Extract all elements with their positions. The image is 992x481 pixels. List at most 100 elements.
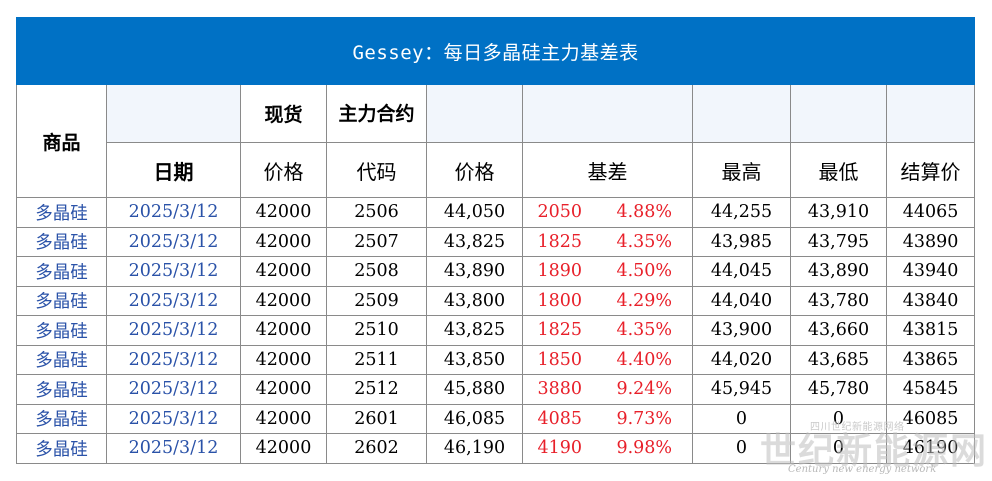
high-cell: 44,255 [692, 197, 791, 228]
spot-price-cell: 42000 [240, 403, 327, 434]
product-cell: 多晶硅 [16, 226, 107, 257]
table-row: 多晶硅 2025/3/12 42000 2512 45,880 3880 9.24% 45,9… [16, 374, 976, 405]
date-cell: 2025/3/12 [106, 374, 241, 405]
low-cell: 43,660 [790, 315, 887, 346]
basis-cell: 4190 [522, 433, 597, 464]
high-cell: 44,020 [692, 344, 791, 375]
table-row: 多晶硅 2025/3/12 42000 2507 43,825 1825 4.35% 43,9… [16, 226, 976, 257]
basis-cell: 1850 [522, 344, 597, 375]
header-contract-price: 价格 [426, 142, 523, 198]
contract-price-cell: 44,050 [426, 197, 523, 228]
basis-percent-cell: 4.35% [596, 226, 693, 257]
spot-price-cell: 42000 [240, 344, 327, 375]
date-cell: 2025/3/12 [106, 403, 241, 434]
spot-price-cell: 42000 [240, 315, 327, 346]
watermark-english-text: Century new energy network [788, 464, 937, 475]
contract-code-cell: 2508 [326, 256, 427, 287]
header-row-1: 商品 现货 主力合约 [16, 84, 976, 198]
product-cell: 多晶硅 [16, 344, 107, 375]
basis-percent-cell: 4.50% [596, 256, 693, 287]
header-blank-high [692, 84, 791, 143]
table-body: 多晶硅 2025/3/12 42000 2506 44,050 2050 4.88% 44,2… [16, 197, 976, 464]
settle-price-cell: 43815 [885, 315, 976, 346]
basis-percent-cell: 4.40% [596, 344, 693, 375]
basis-cell: 4085 [522, 403, 597, 434]
basis-table-container: Gessey：每日多晶硅主力基差表 商品 现货 主力合约 日期 价格 代码 价格… [15, 17, 976, 464]
date-cell: 2025/3/12 [106, 256, 241, 287]
date-cell: 2025/3/12 [106, 433, 241, 464]
header-basis: 基差 [522, 142, 693, 198]
spot-price-cell: 42000 [240, 285, 327, 316]
settle-price-cell: 44065 [885, 197, 976, 228]
basis-cell: 1800 [522, 285, 597, 316]
settle-price-cell: 45845 [885, 374, 976, 405]
contract-price-cell: 43,850 [426, 344, 523, 375]
header-spot-price: 价格 [240, 142, 327, 198]
contract-price-cell: 43,825 [426, 315, 523, 346]
basis-percent-cell: 4.29% [596, 285, 693, 316]
product-cell: 多晶硅 [16, 256, 107, 287]
header-spot: 现货 [240, 84, 327, 143]
date-cell: 2025/3/12 [106, 285, 241, 316]
high-cell: 43,900 [692, 315, 791, 346]
high-cell: 0 [692, 433, 791, 464]
basis-cell: 3880 [522, 374, 597, 405]
date-cell: 2025/3/12 [106, 197, 241, 228]
spot-price-cell: 42000 [240, 197, 327, 228]
basis-percent-cell: 4.88% [596, 197, 693, 228]
basis-cell: 1825 [522, 315, 597, 346]
title-row: Gessey：每日多晶硅主力基差表 [15, 17, 976, 85]
product-cell: 多晶硅 [16, 403, 107, 434]
header-blank-price [426, 84, 523, 143]
settle-price-cell: 43940 [885, 256, 976, 287]
header-high: 最高 [692, 142, 791, 198]
basis-cell: 2050 [522, 197, 597, 228]
contract-price-cell: 43,825 [426, 226, 523, 257]
basis-percent-cell: 4.35% [596, 315, 693, 346]
table-row: 多晶硅 2025/3/12 42000 2602 46,190 4190 9.98% 0 0 46… [16, 433, 976, 464]
contract-code-cell: 2601 [326, 403, 427, 434]
spot-price-cell: 42000 [240, 374, 327, 405]
high-cell: 44,040 [692, 285, 791, 316]
date-cell: 2025/3/12 [106, 226, 241, 257]
low-cell: 45,780 [790, 374, 887, 405]
header-row-2: 日期 价格 代码 价格 基差 最高 最低 结算价 [17, 142, 976, 198]
high-cell: 45,945 [692, 374, 791, 405]
contract-code-cell: 2511 [326, 344, 427, 375]
basis-table: Gessey：每日多晶硅主力基差表 商品 现货 主力合约 日期 价格 代码 价格… [15, 17, 976, 464]
high-cell: 0 [692, 403, 791, 434]
table-row: 多晶硅 2025/3/12 42000 2509 43,800 1800 4.29% 44,0… [16, 285, 976, 316]
contract-code-cell: 2512 [326, 374, 427, 405]
contract-code-cell: 2509 [326, 285, 427, 316]
header-product: 商品 [16, 84, 107, 198]
header-blank-date [106, 84, 241, 143]
product-cell: 多晶硅 [16, 197, 107, 228]
table-row: 多晶硅 2025/3/12 42000 2510 43,825 1825 4.35% 43,9… [16, 315, 976, 346]
header-date: 日期 [106, 142, 241, 198]
high-cell: 44,045 [692, 256, 791, 287]
contract-code-cell: 2602 [326, 433, 427, 464]
contract-code-cell: 2506 [326, 197, 427, 228]
product-cell: 多晶硅 [16, 374, 107, 405]
contract-code-cell: 2510 [326, 315, 427, 346]
low-cell: 43,910 [790, 197, 887, 228]
basis-percent-cell: 9.73% [596, 403, 693, 434]
spot-price-cell: 42000 [240, 433, 327, 464]
low-cell: 43,780 [790, 285, 887, 316]
contract-price-cell: 43,890 [426, 256, 523, 287]
low-cell: 0 [790, 433, 887, 464]
contract-price-cell: 46,190 [426, 433, 523, 464]
table-row: 多晶硅 2025/3/12 42000 2508 43,890 1890 4.50% 44,0… [16, 256, 976, 287]
basis-percent-cell: 9.24% [596, 374, 693, 405]
header-settle: 结算价 [885, 142, 976, 198]
date-cell: 2025/3/12 [106, 344, 241, 375]
product-cell: 多晶硅 [16, 285, 107, 316]
header-low: 最低 [790, 142, 887, 198]
contract-code-cell: 2507 [326, 226, 427, 257]
header-blank-basis [522, 84, 693, 143]
low-cell: 43,795 [790, 226, 887, 257]
header-code: 代码 [326, 142, 427, 198]
header-blank-low [790, 84, 887, 143]
contract-price-cell: 43,800 [426, 285, 523, 316]
settle-price-cell: 46190 [885, 433, 976, 464]
